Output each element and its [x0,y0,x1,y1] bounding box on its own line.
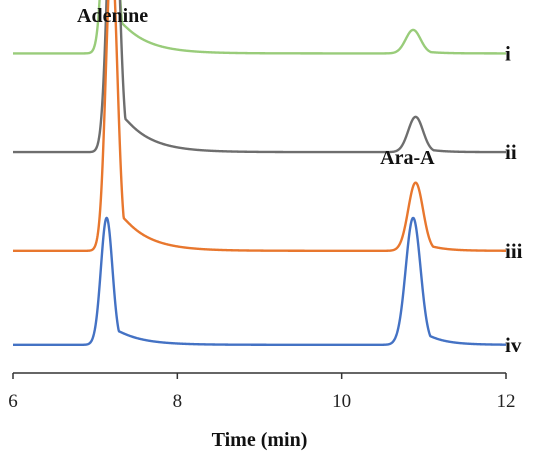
x-axis-ticks: 6 8 10 12 [8,373,516,412]
trace-layer [12,0,507,346]
x-tick-label: 6 [8,391,18,412]
peak-label-adenine: Adenine [77,5,148,27]
x-axis-title: Time (min) [212,429,308,451]
x-tick-label: 10 [332,391,351,412]
peak-annotations: Adenine Ara-A [77,5,435,169]
trace-line-ii [12,0,507,154]
trace-label-iii: iii [505,239,523,263]
trace-line-i [12,0,507,55]
x-tick-label: 8 [173,391,183,412]
trace-line-iii [12,0,507,252]
trace-line-iv [12,216,507,346]
trace-label-ii: ii [505,140,517,164]
peak-label-ara-a: Ara-A [380,147,435,169]
trace-label-iv: iv [505,333,522,357]
trace-label-i: i [505,41,511,65]
x-tick-label: 12 [497,391,516,412]
